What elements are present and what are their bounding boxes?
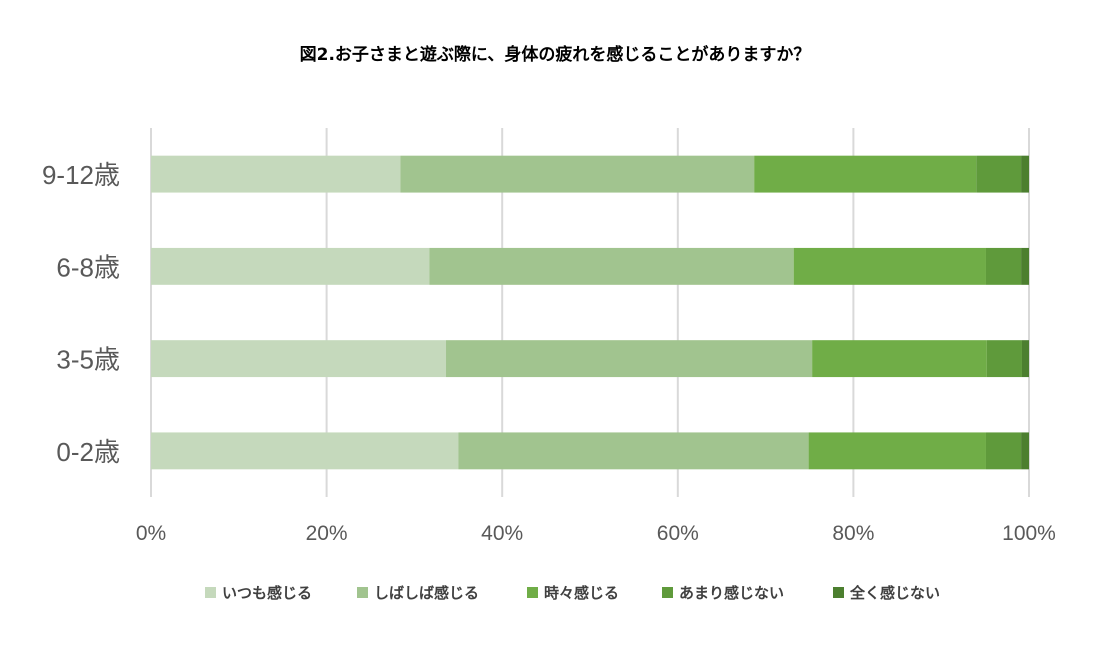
x-tick-label: 60% xyxy=(657,522,699,545)
legend-label: 時々感じる xyxy=(544,584,620,602)
bar-segment xyxy=(808,432,986,470)
bar-segment xyxy=(400,155,755,193)
legend-label: しばしば感じる xyxy=(374,584,480,602)
legend-item: いつも感じる xyxy=(205,582,312,603)
bar-segment xyxy=(151,155,401,193)
category-label: 6-8歳 xyxy=(56,252,120,282)
bars xyxy=(151,155,1029,470)
x-tick-label: 80% xyxy=(832,522,874,545)
category-label: 3-5歳 xyxy=(56,345,120,375)
bar-segment xyxy=(976,155,1022,193)
legend-swatch xyxy=(662,587,673,598)
legend-label: 全く感じない xyxy=(850,584,941,602)
bar-segment xyxy=(1021,432,1029,470)
bar-segment xyxy=(429,247,794,285)
legend-swatch xyxy=(833,587,844,598)
bar-segment xyxy=(754,155,977,193)
bar-segment xyxy=(985,247,1022,285)
bar-segment xyxy=(793,247,986,285)
bar-segment xyxy=(151,432,459,470)
bar-segment xyxy=(1021,247,1029,285)
bar-segment xyxy=(458,432,809,470)
category-labels: 9-12歳 6-8歳 3-5歳 0-2歳 xyxy=(42,160,120,467)
bar-segment xyxy=(151,340,447,378)
x-tick-labels: 0% 20% 40% 60% 80% 100% xyxy=(136,522,1056,545)
bar-segment xyxy=(1021,340,1029,378)
legend-swatch xyxy=(357,587,368,598)
category-label: 9-12歳 xyxy=(42,160,120,190)
legend-item: あまり感じない xyxy=(662,582,784,603)
bar-segment xyxy=(151,247,430,285)
bar-segment xyxy=(986,340,1022,378)
legend-label: いつも感じる xyxy=(222,584,313,602)
legend-item: 時々感じる xyxy=(527,582,619,603)
x-tick-label: 40% xyxy=(481,522,523,545)
x-tick-label: 0% xyxy=(136,522,166,545)
bar-segment xyxy=(812,340,987,378)
x-tick-label: 100% xyxy=(1002,522,1056,545)
chart-title: 図2.お子さまと遊ぶ際に、身体の疲れを感じることがありますか？ xyxy=(299,45,811,65)
legend-item: しばしば感じる xyxy=(357,582,479,603)
legend-swatch xyxy=(205,587,216,598)
legend-item: 全く感じない xyxy=(833,582,940,603)
category-label: 0-2歳 xyxy=(56,437,120,467)
bar-segment xyxy=(446,340,813,378)
legend-swatch xyxy=(527,587,538,598)
x-tick-label: 20% xyxy=(306,522,348,545)
legend-label: あまり感じない xyxy=(679,584,785,602)
legend: いつも感じる しばしば感じる 時々感じる あまり感じない 全く感じない xyxy=(0,582,1110,604)
bar-segment xyxy=(985,432,1022,470)
bar-segment xyxy=(1021,155,1029,193)
